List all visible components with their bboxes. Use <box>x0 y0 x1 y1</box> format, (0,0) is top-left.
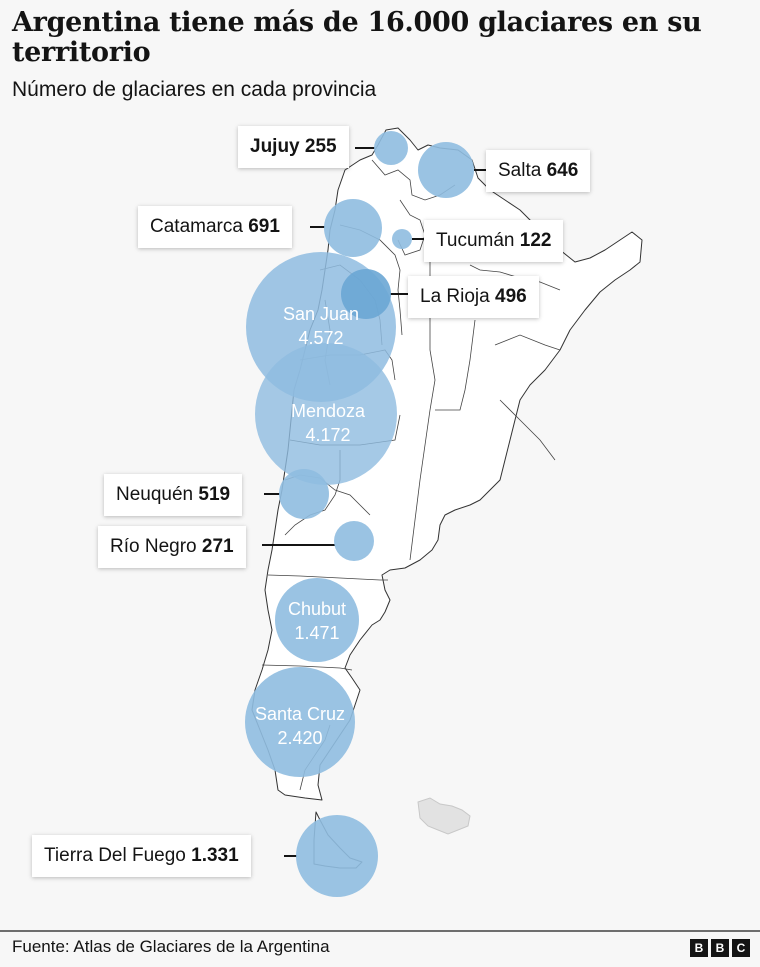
label-jujuy: Jujuy 255 <box>238 126 349 168</box>
label-chubut-value: 1.471 <box>294 623 340 643</box>
chart-subtitle: Número de glaciares en cada provincia <box>12 78 377 101</box>
label-chubut-name: Chubut <box>287 599 347 619</box>
bubble-la-rioja <box>341 269 391 319</box>
bbc-logo-letter: C <box>732 939 750 957</box>
label-tucuman: Tucumán 122 <box>424 220 564 262</box>
label-la-rioja-value: 496 <box>495 286 527 307</box>
falklands-islands <box>417 797 471 835</box>
label-tucuman-name: Tucumán <box>436 230 515 251</box>
label-rio-negro: Río Negro 271 <box>98 526 246 568</box>
label-santa-cruz-name: Santa Cruz <box>254 704 346 724</box>
bubble-tucuman <box>392 229 412 249</box>
label-jujuy-name: Jujuy <box>250 136 300 157</box>
label-san-juan-value: 4.572 <box>298 328 344 348</box>
bbc-logo: B B C <box>690 939 750 957</box>
label-neuquen: Neuquén 519 <box>104 474 243 516</box>
label-santa-cruz: Santa Cruz 2.420 <box>235 702 365 750</box>
label-salta: Salta 646 <box>486 150 591 192</box>
label-tierra-del-fuego-value: 1.331 <box>191 845 239 866</box>
label-la-rioja: La Rioja 496 <box>408 276 539 318</box>
bbc-logo-letter: B <box>690 939 708 957</box>
label-mendoza-name: Mendoza <box>290 401 366 421</box>
label-salta-value: 646 <box>546 160 579 181</box>
label-catamarca: Catamarca 691 <box>138 206 292 248</box>
bubble-mendoza <box>255 343 397 485</box>
label-santa-cruz-value: 2.420 <box>277 728 323 748</box>
bubble-catamarca <box>324 199 382 257</box>
label-neuquen-value: 519 <box>198 484 231 505</box>
label-mendoza: Mendoza 4.172 <box>258 399 398 447</box>
label-chubut: Chubut 1.471 <box>267 597 367 645</box>
bubble-jujuy <box>374 131 408 165</box>
bubble-salta <box>418 142 474 198</box>
label-san-juan-name: San Juan <box>282 304 360 324</box>
label-catamarca-name: Catamarca <box>150 216 243 237</box>
bbc-logo-letter: B <box>711 939 729 957</box>
label-neuquen-name: Neuquén <box>116 484 194 505</box>
source-text: Fuente: Atlas de Glaciares de la Argenti… <box>12 937 330 956</box>
bubble-rio-negro <box>334 521 374 561</box>
label-jujuy-value: 255 <box>304 136 337 157</box>
label-rio-negro-value: 271 <box>201 536 234 557</box>
bubble-neuquen <box>279 469 329 519</box>
label-tucuman-value: 122 <box>519 230 552 251</box>
label-rio-negro-name: Río Negro <box>110 536 197 557</box>
bubble-chubut <box>275 578 359 662</box>
bubbles <box>245 131 474 897</box>
bubble-tierra-del-fuego <box>296 815 378 897</box>
label-san-juan: San Juan 4.572 <box>251 302 391 350</box>
label-mendoza-value: 4.172 <box>305 425 351 445</box>
leader-lines <box>262 147 486 857</box>
chart-title: Argentina tiene más de 16.000 glaciares … <box>12 7 702 68</box>
bubble-santa-cruz <box>245 667 355 777</box>
label-salta-name: Salta <box>498 160 542 181</box>
label-tierra-del-fuego: Tierra Del Fuego 1.331 <box>32 835 251 877</box>
label-catamarca-value: 691 <box>248 216 280 237</box>
label-tierra-del-fuego-name: Tierra Del Fuego <box>44 845 186 866</box>
footer-divider <box>0 930 760 932</box>
label-la-rioja-name: La Rioja <box>420 286 490 307</box>
